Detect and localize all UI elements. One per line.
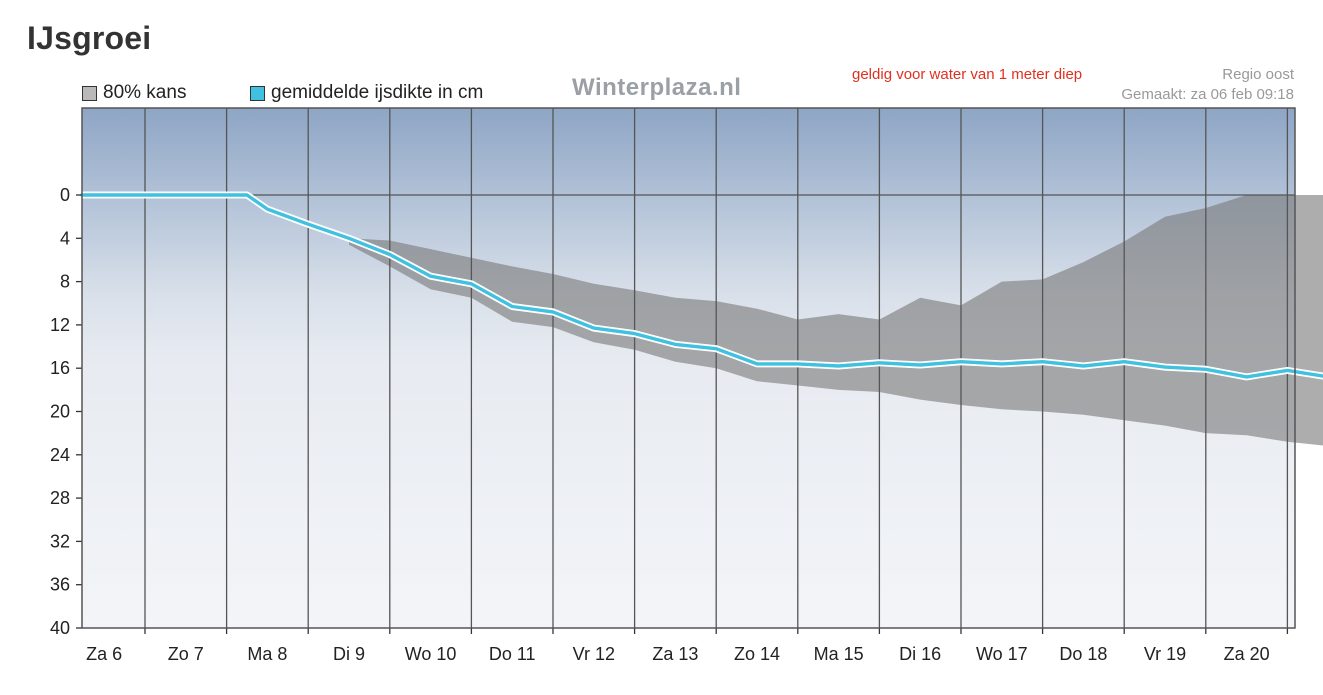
x-tick-label-14: Za 20 <box>1224 644 1270 664</box>
made-timestamp: Gemaakt: za 06 feb 09:18 <box>1121 86 1294 103</box>
y-tick-label-16: 16 <box>50 358 70 378</box>
y-tick-label-20: 20 <box>50 402 70 422</box>
x-tick-label-11: Wo 17 <box>976 644 1028 664</box>
line-layer <box>78 191 1323 381</box>
x-tick-label-10: Di 16 <box>899 644 941 664</box>
mean-ice-thickness-line <box>80 193 1323 379</box>
y-tick-label-40: 40 <box>50 618 70 638</box>
x-tick-label-13: Vr 19 <box>1144 644 1186 664</box>
y-tick-label-28: 28 <box>50 488 70 508</box>
x-tick-label-4: Wo 10 <box>405 644 457 664</box>
x-tick-label-2: Ma 8 <box>247 644 287 664</box>
y-tick-label-32: 32 <box>50 531 70 551</box>
plot-frame <box>81 107 1296 629</box>
x-tick-label-6: Vr 12 <box>573 644 615 664</box>
y-tick-label-12: 12 <box>50 315 70 335</box>
legend-swatch-band <box>82 85 97 101</box>
y-tick-label-36: 36 <box>50 575 70 595</box>
x-tick-label-5: Do 11 <box>489 644 536 664</box>
x-tick-label-8: Zo 14 <box>734 644 780 664</box>
y-tick-label-24: 24 <box>50 445 70 465</box>
y-tick-label-8: 8 <box>60 272 70 292</box>
x-tick-label-0: Za 6 <box>86 644 122 664</box>
confidence-band-80 <box>349 195 1323 446</box>
y-axis-ticks: 0 4 8 12 16 20 24 28 32 36 40 <box>50 185 82 638</box>
x-tick-label-1: Zo 7 <box>168 644 204 664</box>
legend-item-band: 80% kans <box>82 82 186 104</box>
legend-label-band: 80% kans <box>103 82 187 103</box>
x-axis-ticks: Za 6 Zo 7 Ma 8 Di 9 Wo 10 Do 11 Vr 12 Za 13 Zo 1… <box>86 628 1289 664</box>
x-tick-label-7: Za 13 <box>652 644 698 664</box>
region-label: Regio oost <box>1222 66 1294 83</box>
x-tick-label-9: Ma 15 <box>814 644 864 664</box>
legend-label-line: gemiddelde ijsdikte in cm <box>271 82 484 103</box>
grid-layer <box>82 108 1295 628</box>
band-layer <box>349 195 1323 446</box>
x-tick-label-3: Di 9 <box>333 644 365 664</box>
legend-item-line: gemiddelde ijsdikte in cm <box>250 82 483 104</box>
y-tick-label-4: 4 <box>60 228 70 248</box>
x-tick-label-12: Do 18 <box>1059 644 1107 664</box>
validity-note: geldig voor water van 1 meter diep <box>852 66 1083 83</box>
y-tick-label-0: 0 <box>60 185 70 205</box>
legend-swatch-line <box>250 85 265 101</box>
brand-watermark: Winterplaza.nl <box>572 74 742 101</box>
page-title: IJsgroei <box>27 20 152 56</box>
